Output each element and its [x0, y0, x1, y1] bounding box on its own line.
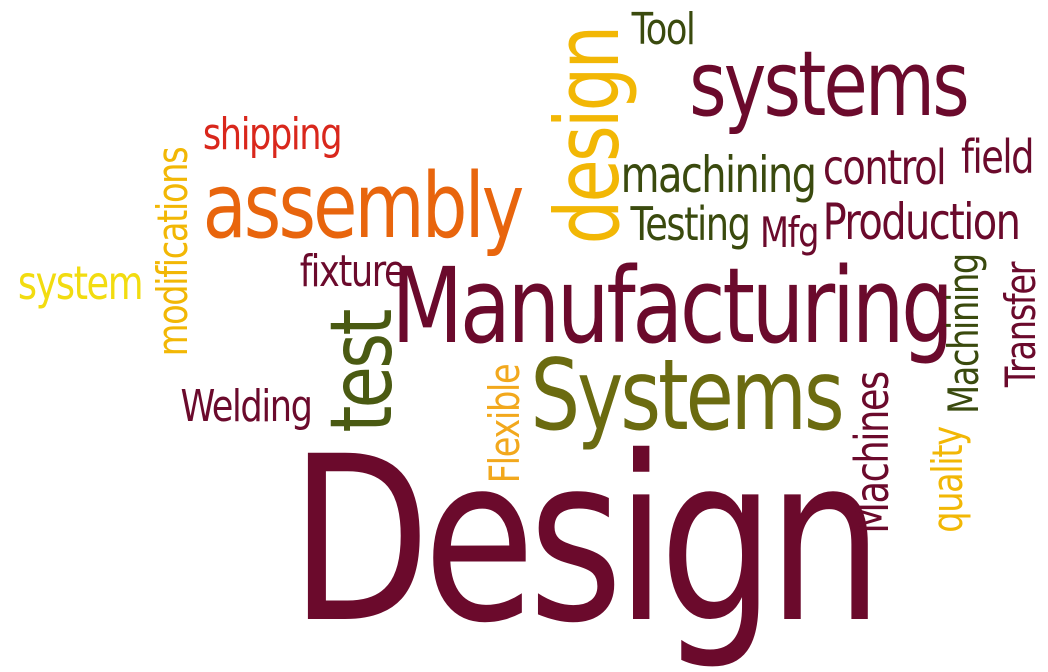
word-manufacturing: Manufacturing	[391, 245, 954, 367]
word-mfg: Mfg	[759, 208, 819, 257]
word-fixture: fixture	[299, 246, 406, 297]
word-system: system	[17, 256, 144, 310]
word-machining-vertical: Machining	[939, 254, 988, 414]
word-test-vertical: test	[312, 311, 412, 433]
word-transfer-vertical: Transfer	[996, 262, 1045, 388]
word-assembly: assembly	[202, 154, 525, 259]
word-systems-capital: Systems	[530, 339, 844, 453]
word-machining: machining	[620, 146, 817, 204]
word-flexible-vertical: Flexible	[480, 364, 529, 484]
word-testing: Testing	[630, 197, 751, 251]
word-systems: systems	[689, 32, 970, 137]
word-design-vertical: design	[536, 27, 639, 245]
word-design-large: Design	[290, 407, 883, 672]
word-modifications-vertical: modifications	[148, 147, 197, 357]
word-welding: Welding	[180, 381, 313, 432]
word-production: Production	[822, 193, 1021, 251]
word-shipping: shipping	[202, 109, 343, 160]
word-tool: Tool	[631, 4, 696, 55]
word-field: field	[960, 130, 1035, 184]
word-control: control	[822, 140, 947, 196]
word-machines-vertical: Machines	[845, 372, 899, 534]
word-quality-vertical: quality	[923, 427, 972, 533]
